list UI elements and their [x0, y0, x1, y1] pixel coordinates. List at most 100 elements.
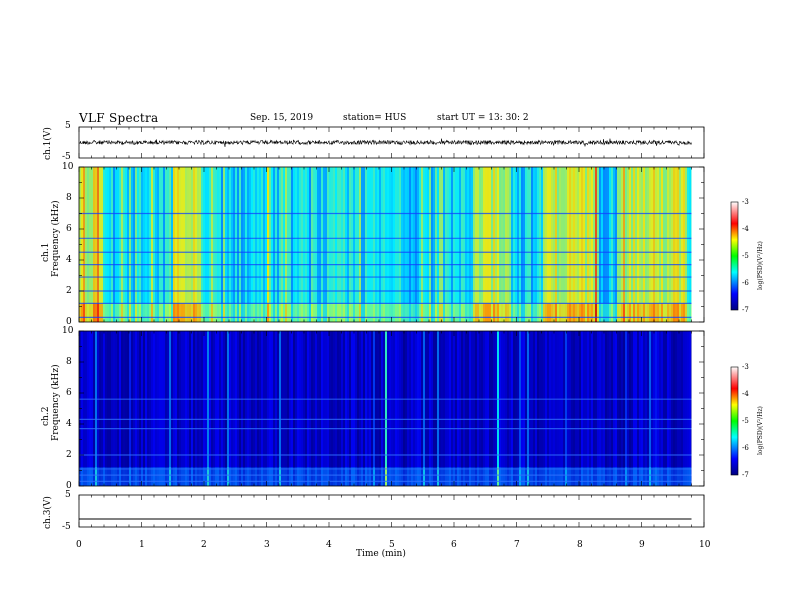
spectrogram-column	[163, 331, 165, 486]
spectrogram-low-band	[85, 467, 87, 486]
spectrogram-column	[223, 331, 225, 486]
spectrogram-column	[361, 331, 363, 486]
spectrogram-low-band	[557, 303, 559, 322]
spectrogram-column	[141, 331, 143, 486]
spectrogram-column	[183, 167, 185, 322]
spectrogram-low-band	[257, 467, 259, 486]
spectrogram-column	[157, 167, 159, 322]
spectrogram-column	[347, 167, 349, 322]
spectrogram-column	[617, 331, 619, 486]
spectrogram-low-band	[119, 467, 121, 486]
spectrogram-column	[577, 167, 579, 322]
spectrogram-column	[139, 331, 141, 486]
spectrogram-low-band	[165, 467, 167, 486]
spectrogram-low-band	[341, 303, 343, 322]
spectrogram-low-band	[297, 467, 299, 486]
spectrogram-column	[305, 331, 307, 486]
colorbar1-tick: -3	[742, 198, 749, 206]
spectrogram-low-band	[417, 303, 419, 322]
spectrogram-low-band	[347, 467, 349, 486]
spectrogram-low-band	[299, 303, 301, 322]
spectrogram-column	[225, 331, 227, 486]
spectrogram-column	[645, 167, 647, 322]
spectrogram-column	[479, 331, 481, 486]
spectrogram-low-band	[161, 467, 163, 486]
spectrogram-column	[185, 331, 187, 486]
spectrogram-low-band	[403, 467, 405, 486]
spectrogram-column	[441, 167, 443, 322]
spectrogram-low-band	[105, 467, 107, 486]
spectrogram-column	[193, 167, 195, 322]
spectrogram-column	[521, 331, 523, 486]
spectrogram-column	[357, 167, 359, 322]
spectrogram-low-band	[449, 467, 451, 486]
spectrogram-low-band	[649, 467, 651, 486]
colorbar2-tick: -7	[742, 471, 749, 479]
spectrogram-low-band	[523, 303, 525, 322]
spectrogram-column	[159, 167, 161, 322]
spectrogram-low-band	[527, 303, 529, 322]
spectrogram-column	[347, 331, 349, 486]
spectrogram-column	[189, 331, 191, 486]
spectrogram-column	[451, 331, 453, 486]
spectrogram-low-band	[147, 303, 149, 322]
spectrogram-column	[669, 167, 671, 322]
spectrogram-low-band	[649, 303, 651, 322]
spectrogram-column	[201, 331, 203, 486]
spectrogram-column	[621, 331, 623, 486]
spectrogram-low-band	[387, 303, 389, 322]
spectrogram-low-band	[355, 303, 357, 322]
spectrogram-column	[311, 167, 313, 322]
figure-title: VLF Spectra	[79, 111, 159, 125]
spectrogram-column	[257, 331, 259, 486]
spectrogram-low-band	[549, 467, 551, 486]
spectrogram-column	[603, 167, 605, 322]
spectrogram-low-band	[587, 303, 589, 322]
spectrogram-low-band	[667, 467, 669, 486]
spectrogram-low-band	[529, 303, 531, 322]
spectrogram-low-band	[337, 303, 339, 322]
spectrogram-low-band	[139, 303, 141, 322]
spectrogram-column	[391, 331, 393, 486]
spectrogram-low-band	[427, 467, 429, 486]
spectrogram-low-band	[451, 303, 453, 322]
spectrogram-column	[169, 331, 171, 486]
spectrogram-low-band	[441, 467, 443, 486]
spectrogram-low-band	[127, 467, 129, 486]
spectrogram-column	[389, 331, 391, 486]
spectrogram-low-band	[599, 467, 601, 486]
spectrogram-low-band	[677, 303, 679, 322]
spectrogram-low-band	[561, 467, 563, 486]
spectrogram-column	[133, 331, 135, 486]
spectrogram-low-band	[101, 303, 103, 322]
spectrogram-column	[631, 167, 633, 322]
spectrogram-low-band	[407, 467, 409, 486]
spectrogram-low-band	[545, 467, 547, 486]
spectrogram-low-band	[299, 467, 301, 486]
spectrogram-column	[395, 331, 397, 486]
spectrogram-low-band	[585, 467, 587, 486]
spectrogram-low-band	[135, 303, 137, 322]
spectrogram-low-band	[253, 467, 255, 486]
spectrogram-column	[95, 331, 97, 486]
spectrogram-low-band	[259, 467, 261, 486]
spectrogram-column	[249, 167, 251, 322]
spectrogram-low-band	[91, 467, 93, 486]
spectrogram-low-band	[425, 467, 427, 486]
spectrogram-low-band	[627, 467, 629, 486]
spectrogram-low-band	[681, 303, 683, 322]
spectrogram-low-band	[175, 303, 177, 322]
spectrogram-column	[563, 167, 565, 322]
spectrogram-low-band	[475, 467, 477, 486]
spectrogram-low-band	[269, 303, 271, 322]
spectrogram-column	[183, 331, 185, 486]
spectrogram-column	[283, 331, 285, 486]
spectrogram-low-band	[345, 467, 347, 486]
spectrogram-low-band	[149, 303, 151, 322]
spectrogram-column	[551, 167, 553, 322]
spectrogram-column	[687, 331, 689, 486]
spectrogram-low-band	[223, 467, 225, 486]
spectrogram-low-band	[183, 303, 185, 322]
spectrogram-low-band	[545, 303, 547, 322]
spectrogram-column	[675, 331, 677, 486]
